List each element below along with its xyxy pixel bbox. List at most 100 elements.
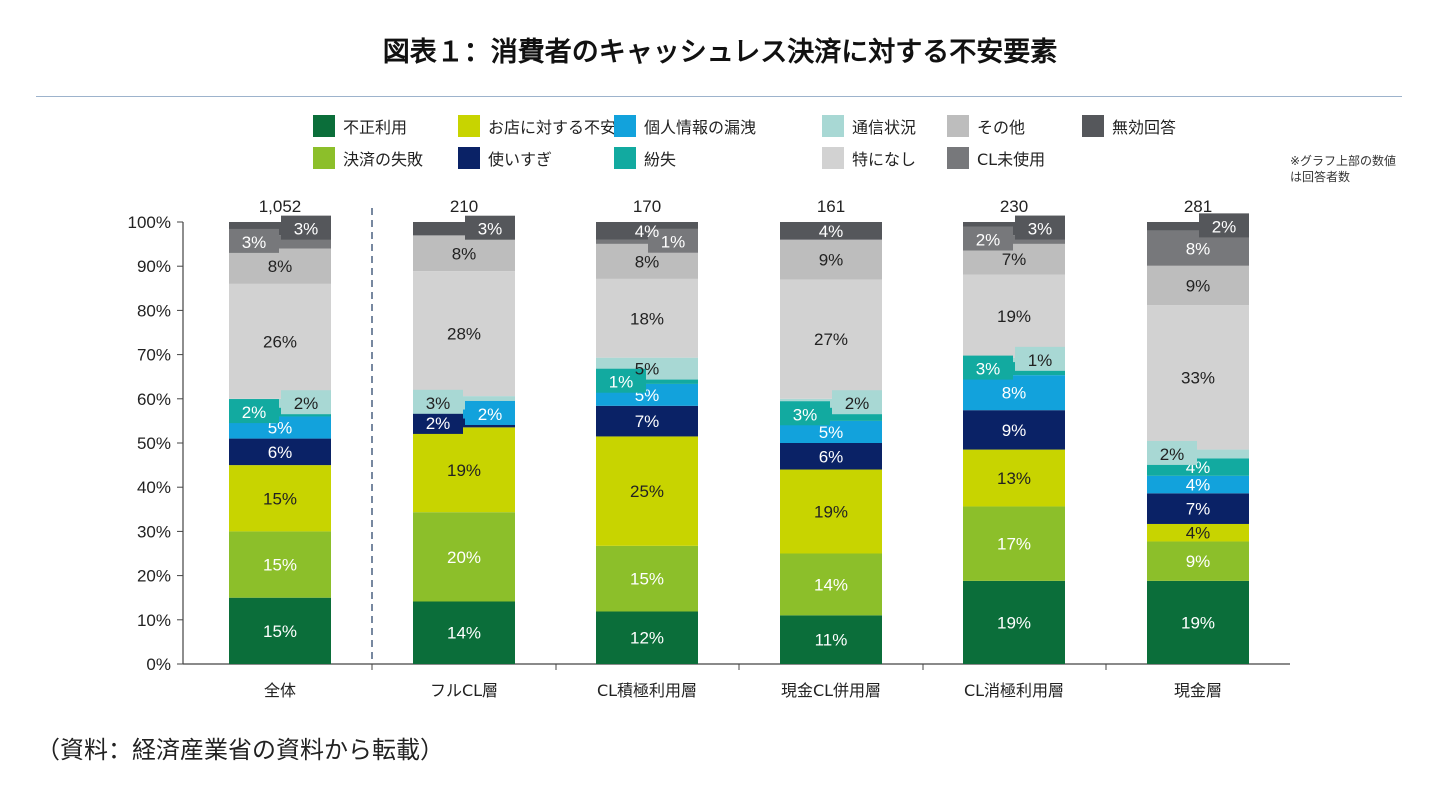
bar-segment	[780, 279, 882, 399]
legend-item: 特になし	[822, 146, 916, 170]
data-label: 17%	[997, 535, 1031, 554]
data-label: 9%	[1186, 552, 1211, 571]
data-label: 3%	[294, 220, 319, 239]
bar-segment	[963, 449, 1065, 507]
bar-segment	[596, 545, 698, 612]
data-label-box	[963, 226, 1013, 251]
data-label: 14%	[447, 624, 481, 643]
data-label-box	[465, 215, 515, 240]
legend-item: 無効回答	[1082, 114, 1176, 138]
bar-segment	[229, 283, 331, 399]
respondent-count: 161	[817, 197, 845, 216]
data-label-box	[413, 389, 463, 414]
bar-segment	[1147, 580, 1249, 664]
data-label: 13%	[997, 469, 1031, 488]
legend-swatch	[822, 115, 844, 137]
data-label: 3%	[426, 394, 451, 413]
data-label: 5%	[268, 419, 293, 438]
legend-item: 使いすぎ	[458, 146, 552, 170]
data-label: 3%	[1028, 220, 1053, 239]
y-tick-label: 10%	[137, 611, 171, 630]
data-label: 19%	[997, 307, 1031, 326]
data-label: 15%	[263, 556, 297, 575]
source-note: （資料：経済産業省の資料から転載）	[36, 736, 444, 764]
x-tick-label: CL消極利用層	[964, 681, 1064, 700]
data-label: 8%	[1002, 384, 1027, 403]
legend-swatch	[947, 115, 969, 137]
bar-segment	[1147, 222, 1249, 231]
legend-swatch	[947, 147, 969, 169]
data-label: 3%	[242, 233, 267, 252]
bar-segment	[596, 239, 698, 244]
legend-item: 不正利用	[313, 114, 407, 138]
legend-swatch	[313, 147, 335, 169]
data-label: 20%	[447, 548, 481, 567]
data-label: 2%	[478, 405, 503, 424]
bar-segment	[780, 420, 882, 443]
bar-segment	[413, 235, 515, 272]
data-label: 8%	[268, 257, 293, 276]
data-label: 7%	[1186, 500, 1211, 519]
data-label: 15%	[263, 489, 297, 508]
respondent-count: 281	[1184, 197, 1212, 216]
legend-label: その他	[977, 118, 1026, 137]
bar-segment	[963, 357, 1065, 363]
legend-item: CL未使用	[947, 146, 1045, 170]
bar-segment	[1147, 523, 1249, 542]
respondent-count: 170	[633, 197, 661, 216]
bar-segment	[780, 398, 882, 408]
bar-segment	[596, 611, 698, 664]
bar-segment	[780, 615, 882, 664]
data-label: 12%	[630, 629, 664, 648]
data-label: 2%	[1160, 445, 1185, 464]
y-tick-label: 90%	[137, 257, 171, 276]
bar-segment	[229, 438, 331, 466]
x-tick-label: 現金層	[1174, 681, 1222, 700]
legend-label: CL未使用	[977, 150, 1046, 169]
data-label-box	[780, 401, 830, 426]
legend-label: 紛失	[644, 150, 677, 169]
bar-segment	[229, 531, 331, 598]
legend-swatch	[614, 115, 636, 137]
x-tick-label: 全体	[264, 681, 296, 700]
legend-swatch	[614, 147, 636, 169]
y-tick-label: 0%	[146, 655, 171, 674]
title-divider	[36, 96, 1402, 97]
data-label: 33%	[1181, 368, 1215, 387]
legend-label: 特になし	[852, 150, 917, 169]
y-tick-label: 20%	[137, 567, 171, 586]
data-label: 19%	[814, 503, 848, 522]
legend-swatch	[458, 115, 480, 137]
data-label-box	[1015, 215, 1065, 240]
legend-swatch	[822, 147, 844, 169]
data-label: 9%	[1002, 421, 1027, 440]
bar-segment	[780, 553, 882, 616]
bar-segment	[1147, 475, 1249, 494]
bar-segment	[963, 506, 1065, 581]
legend-swatch	[1082, 115, 1104, 137]
bar-segment	[229, 248, 331, 284]
bar-segment	[413, 427, 515, 513]
data-label: 5%	[635, 360, 660, 379]
data-label: 19%	[997, 613, 1031, 632]
bar-segment	[1147, 493, 1249, 524]
data-label-box	[1015, 346, 1065, 371]
data-label: 4%	[1186, 476, 1211, 495]
data-label: 19%	[1181, 613, 1215, 632]
data-label: 8%	[635, 252, 660, 271]
data-label: 9%	[819, 251, 844, 270]
data-label: 1%	[1028, 351, 1053, 370]
data-label: 7%	[635, 412, 660, 431]
bar-segment	[1147, 541, 1249, 581]
bar-segment	[963, 274, 1065, 358]
bar-segment	[780, 443, 882, 470]
y-tick-label: 30%	[137, 522, 171, 541]
bar-segment	[229, 407, 331, 417]
bar-segment	[1147, 265, 1249, 306]
legend-swatch	[313, 115, 335, 137]
data-label-box	[281, 390, 331, 415]
bar-segment	[413, 271, 515, 397]
data-label: 15%	[630, 570, 664, 589]
data-label: 26%	[263, 332, 297, 351]
